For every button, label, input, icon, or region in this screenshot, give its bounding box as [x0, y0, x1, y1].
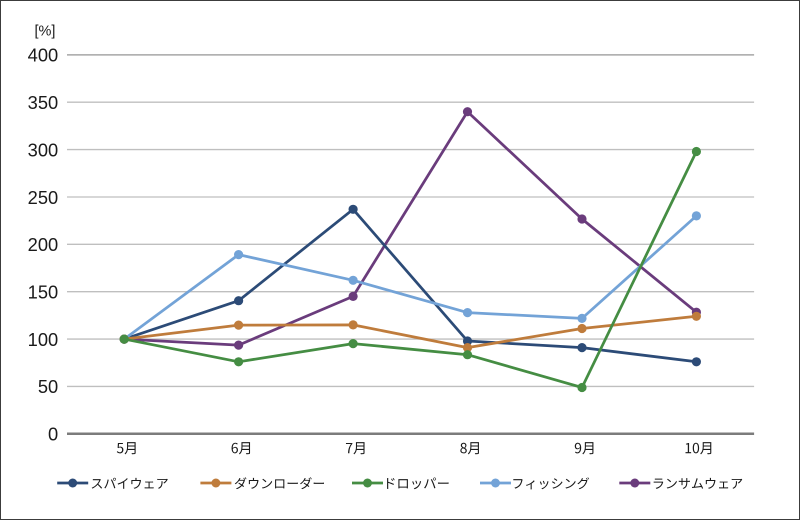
- svg-text:50: 50: [38, 376, 58, 397]
- svg-text:250: 250: [28, 187, 59, 208]
- svg-text:0: 0: [48, 424, 58, 445]
- svg-text:400: 400: [28, 45, 59, 66]
- svg-text:200: 200: [28, 234, 59, 255]
- svg-text:100: 100: [28, 329, 59, 350]
- svg-text:350: 350: [28, 92, 59, 113]
- svg-text:300: 300: [28, 139, 59, 160]
- svg-text:150: 150: [28, 282, 59, 303]
- svg-text:[%]: [%]: [35, 23, 56, 39]
